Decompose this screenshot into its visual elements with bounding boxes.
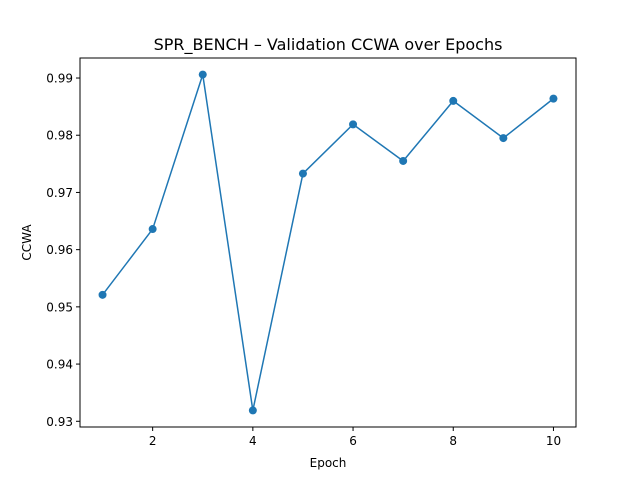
y-tick-label: 0.99 (46, 72, 73, 86)
x-tick-label: 10 (546, 434, 561, 448)
data-point (499, 134, 508, 143)
x-tick-label: 2 (149, 434, 157, 448)
axes-frame (79, 57, 577, 428)
data-point (399, 156, 408, 165)
data-point (449, 96, 458, 105)
data-point (549, 94, 558, 103)
y-axis-label: CCWA (20, 224, 34, 261)
y-tick-label: 0.95 (46, 300, 73, 314)
data-point (148, 225, 157, 234)
y-tick-label: 0.98 (46, 129, 73, 143)
data-point (349, 120, 358, 129)
y-tick-label: 0.94 (46, 358, 73, 372)
data-point (248, 406, 257, 415)
data-point (98, 290, 107, 299)
y-tick-label: 0.93 (46, 415, 73, 429)
axis-ticks: 2 4 6 8 10 0.93 0.94 0.95 0.96 0.97 0.98 0.99 (46, 72, 561, 448)
series-line (101, 73, 554, 412)
chart-title: SPR_BENCH – Validation CCWA over Epochs (154, 35, 503, 55)
x-axis-label: Epoch (310, 456, 347, 470)
x-tick-label: 4 (249, 434, 257, 448)
data-point (298, 169, 307, 178)
x-tick-label: 6 (349, 434, 357, 448)
y-tick-label: 0.96 (46, 243, 73, 257)
plot-area (98, 70, 558, 415)
data-point (198, 70, 207, 79)
x-tick-label: 8 (449, 434, 457, 448)
y-tick-label: 0.97 (46, 186, 73, 200)
